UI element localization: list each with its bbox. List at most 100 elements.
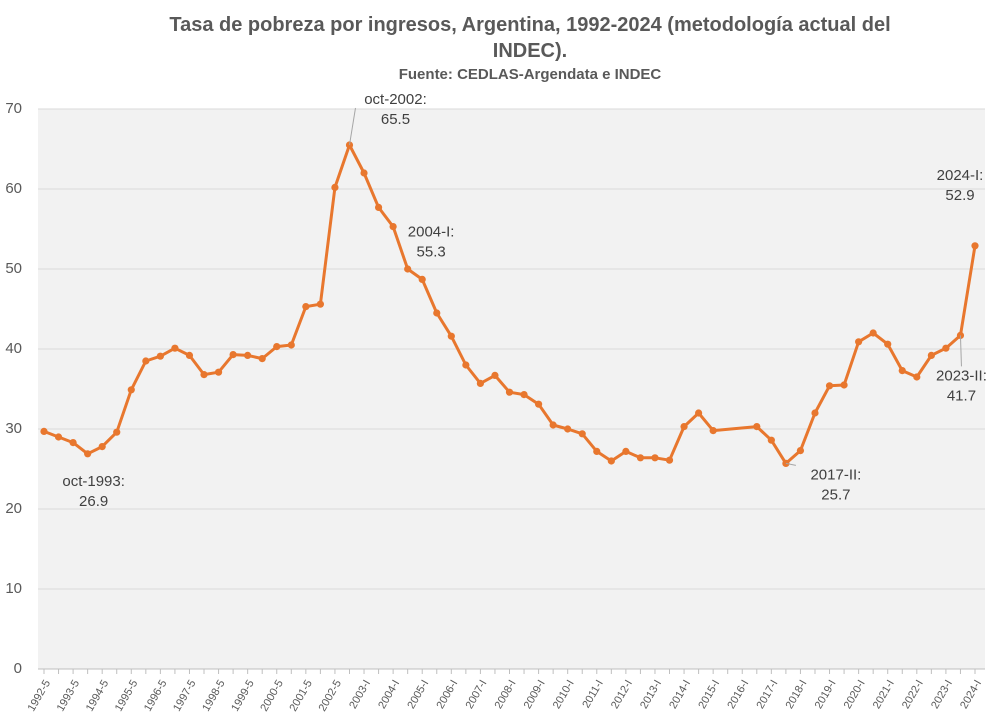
data-point [98,443,106,451]
x-tick-label: 2001-5 [287,678,315,714]
chart-subtitle: Fuente: CEDLAS-Argendata e INDEC [398,66,662,83]
line-segment [842,340,861,387]
y-tick-label: 40 [5,340,22,357]
data-point [942,344,950,352]
line-segment [915,353,933,379]
data-point [156,352,164,360]
data-point [40,427,48,435]
x-tick-label: 2008-I [493,678,519,711]
data-point [767,436,775,444]
y-tick-label: 30 [5,420,22,437]
x-tick-label: 1994-5 [84,678,112,714]
x-tick-label: 2009-I [522,678,548,711]
line-segment [449,334,468,367]
x-tick-label: 1997-5 [171,678,199,714]
data-point [84,450,92,458]
line-segment [377,205,395,229]
data-point [229,351,237,359]
data-point [331,183,339,191]
line-segment [886,342,904,373]
annotation-label: oct-2002: [364,91,427,108]
line-segment [580,432,599,453]
x-tick-label: 2024-I [958,678,984,711]
x-tick-label: 2012-I [609,678,635,711]
x-tick-label: 1998-5 [200,678,228,714]
data-point [476,379,485,387]
x-tick-label: 2015-I [696,678,722,711]
y-tick-label: 0 [14,660,22,677]
data-point [869,329,877,337]
x-tick-label: 2020-I [842,678,868,711]
line-segment [420,277,439,315]
data-point [171,344,179,352]
data-point [287,341,295,349]
data-point [258,355,266,363]
data-point [884,340,892,348]
x-tick-label: 2010-I [551,678,577,711]
line-segment [347,143,366,175]
data-point [840,381,848,389]
data-point [695,409,703,417]
x-tick-label: 2007-I [464,678,490,711]
line-segment [697,411,715,433]
annotation-leader [785,462,796,466]
data-point [404,265,412,273]
x-tick-label: 2023-I [929,678,955,711]
line-segment [187,353,206,377]
data-point [54,433,63,441]
x-tick-label: 2000-5 [258,678,286,714]
data-point [447,332,455,340]
line-segment [289,305,308,347]
data-point [825,382,834,390]
x-tick-label: 1995-5 [113,678,141,714]
data-point [811,409,819,417]
data-point [273,343,281,351]
annotation-label: 2024-I: [937,167,984,184]
data-point [636,454,645,462]
x-tick-label: 2005-I [405,678,431,711]
data-label: 41.7 [947,387,976,404]
data-point [622,447,630,455]
line-segment [333,143,351,189]
line-segment [391,225,410,271]
data-point [680,423,688,431]
data-point [244,351,252,359]
x-tick-label: 1993-5 [55,678,83,714]
data-point [302,303,310,311]
data-point [433,309,441,317]
x-tick-label: 2002-5 [317,678,345,714]
x-tick-label: 2013-I [638,678,664,711]
annotation-leader [959,335,962,367]
line-segment [493,373,511,394]
data-point [753,423,761,431]
x-tick-label: 2017-I [754,678,780,711]
x-tick-label: 2003-I [347,678,373,711]
data-point [709,427,717,435]
line-segment [129,359,148,392]
data-point [418,275,426,283]
line-segment [318,185,337,306]
y-tick-label: 10 [5,580,22,597]
data-point [360,169,368,177]
data-point [462,361,470,369]
data-point [200,371,208,379]
data-point [898,367,906,375]
line-segment [362,171,381,209]
data-label: 65.5 [381,111,410,128]
data-point [549,421,557,429]
annotation-label: oct-1993: [62,473,125,490]
data-point [142,357,150,365]
line-segment [711,425,759,433]
x-tick-label: 2016-I [725,678,751,711]
data-point [665,456,674,464]
data-point [927,351,935,359]
line-segment [464,363,482,385]
line-segment [115,388,133,434]
data-point [593,447,601,455]
line-segment [798,411,817,453]
data-point [578,430,586,438]
y-tick-label: 50 [5,260,22,277]
data-point [971,242,979,250]
